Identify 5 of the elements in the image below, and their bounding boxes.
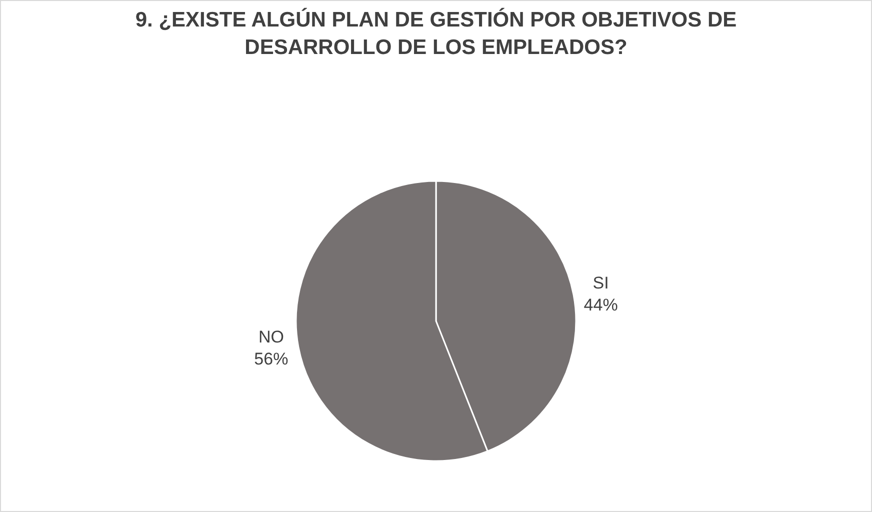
slice-label: SI bbox=[592, 273, 609, 292]
data-label: 44% bbox=[584, 296, 618, 315]
data-label: 56% bbox=[254, 350, 288, 369]
chart-title: 9. ¿EXISTE ALGÚN PLAN DE GESTIÓN POR OBJETIVOS DE DESARROLLO DE LOS EMPLEADOS? bbox=[135, 8, 737, 59]
slice-label: NO bbox=[258, 327, 284, 346]
